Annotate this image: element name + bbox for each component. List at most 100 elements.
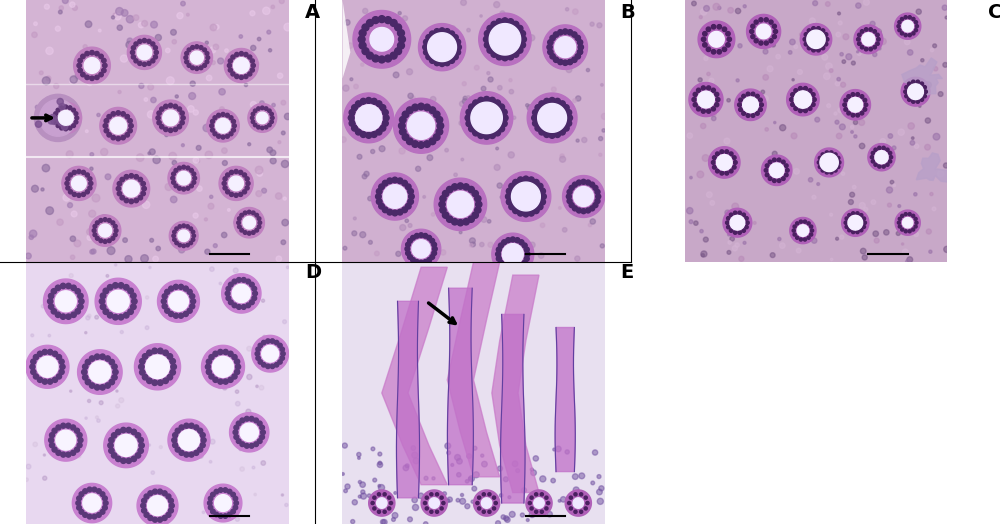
Circle shape <box>581 209 586 214</box>
Circle shape <box>563 29 568 34</box>
Circle shape <box>488 77 493 82</box>
Circle shape <box>912 228 915 231</box>
Polygon shape <box>158 280 199 322</box>
Circle shape <box>720 171 724 175</box>
Circle shape <box>754 39 758 43</box>
Circle shape <box>434 29 440 34</box>
Circle shape <box>803 220 807 223</box>
Circle shape <box>584 496 587 499</box>
Circle shape <box>933 134 940 140</box>
Circle shape <box>210 195 213 199</box>
Circle shape <box>873 231 878 236</box>
Circle shape <box>408 210 410 212</box>
Circle shape <box>124 285 129 290</box>
Circle shape <box>244 63 251 70</box>
Circle shape <box>172 40 176 44</box>
Circle shape <box>355 129 361 135</box>
Polygon shape <box>342 0 350 79</box>
Circle shape <box>522 260 527 265</box>
Polygon shape <box>229 176 243 191</box>
Circle shape <box>862 225 866 228</box>
Circle shape <box>531 470 536 476</box>
Circle shape <box>71 285 76 290</box>
Circle shape <box>103 63 107 68</box>
Circle shape <box>873 30 876 33</box>
Circle shape <box>243 231 247 234</box>
Text: B: B <box>620 3 635 21</box>
Circle shape <box>907 50 913 55</box>
Circle shape <box>270 158 276 164</box>
Circle shape <box>85 190 89 194</box>
Circle shape <box>284 23 292 31</box>
Circle shape <box>874 148 877 151</box>
Circle shape <box>56 425 61 430</box>
Circle shape <box>518 177 524 183</box>
Circle shape <box>848 200 853 204</box>
Polygon shape <box>511 182 540 211</box>
Circle shape <box>914 144 919 148</box>
Circle shape <box>791 93 795 96</box>
Circle shape <box>66 186 70 190</box>
Circle shape <box>256 356 260 361</box>
Circle shape <box>530 496 533 499</box>
Circle shape <box>48 334 51 337</box>
Circle shape <box>408 199 413 204</box>
Circle shape <box>852 185 856 189</box>
Circle shape <box>247 210 251 214</box>
Circle shape <box>812 238 817 243</box>
Circle shape <box>794 89 798 93</box>
Polygon shape <box>709 147 740 178</box>
Circle shape <box>257 171 263 176</box>
Circle shape <box>218 58 224 64</box>
Circle shape <box>63 119 69 126</box>
Circle shape <box>168 508 173 513</box>
Circle shape <box>418 103 424 110</box>
Circle shape <box>238 225 241 228</box>
Circle shape <box>116 429 121 434</box>
Circle shape <box>702 155 709 161</box>
Circle shape <box>563 125 569 131</box>
Circle shape <box>251 63 255 68</box>
Circle shape <box>810 225 813 228</box>
Circle shape <box>232 303 237 308</box>
Circle shape <box>444 60 450 66</box>
Circle shape <box>196 146 201 150</box>
Circle shape <box>107 239 111 243</box>
Circle shape <box>66 283 71 289</box>
Circle shape <box>836 133 842 139</box>
Circle shape <box>172 160 177 165</box>
Circle shape <box>487 72 490 75</box>
Circle shape <box>153 55 157 59</box>
Circle shape <box>178 243 182 247</box>
Circle shape <box>478 97 484 104</box>
Circle shape <box>187 308 192 313</box>
Circle shape <box>736 79 739 82</box>
Circle shape <box>467 454 472 458</box>
Polygon shape <box>243 216 255 229</box>
Circle shape <box>502 18 508 24</box>
Circle shape <box>569 507 572 510</box>
Circle shape <box>172 358 174 361</box>
Circle shape <box>799 238 802 241</box>
Circle shape <box>524 247 529 252</box>
Circle shape <box>782 177 785 180</box>
Circle shape <box>65 181 69 185</box>
Circle shape <box>777 158 781 162</box>
Circle shape <box>457 220 464 226</box>
Circle shape <box>567 199 572 203</box>
Circle shape <box>195 440 200 444</box>
Circle shape <box>232 124 236 128</box>
Circle shape <box>559 101 565 107</box>
Circle shape <box>382 207 388 213</box>
Circle shape <box>502 54 508 61</box>
Circle shape <box>892 146 896 150</box>
Circle shape <box>722 27 727 31</box>
Circle shape <box>357 452 361 457</box>
Circle shape <box>576 139 579 142</box>
Circle shape <box>547 501 550 505</box>
Circle shape <box>61 423 66 428</box>
Circle shape <box>379 203 384 209</box>
Circle shape <box>494 165 500 170</box>
Circle shape <box>914 225 917 228</box>
Circle shape <box>144 494 149 499</box>
